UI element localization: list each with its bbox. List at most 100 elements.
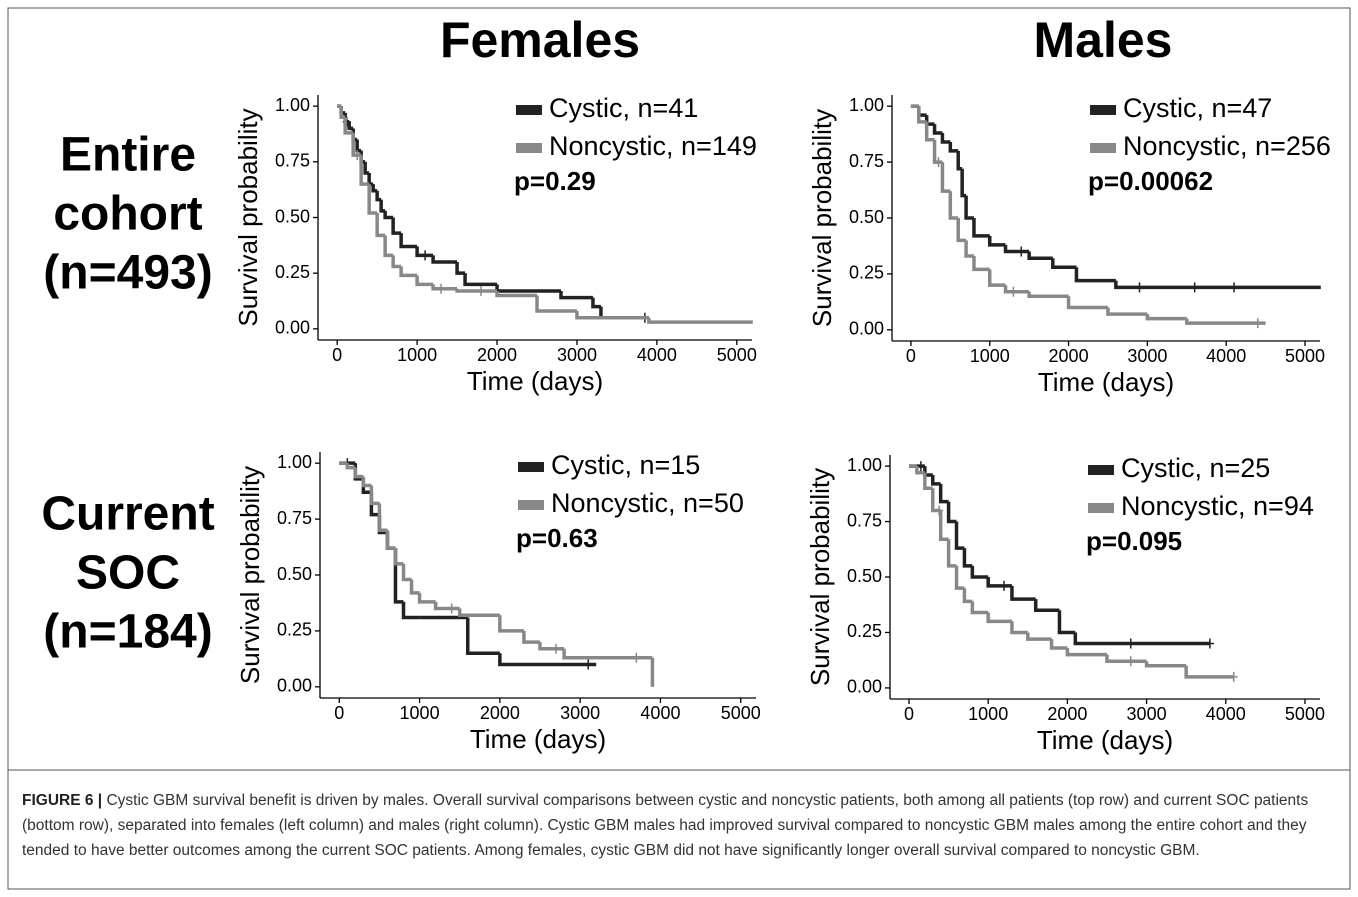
survival-step [495,291,537,298]
survival-step [391,255,402,269]
survival-step [347,121,354,131]
censor-mark [1126,656,1135,667]
survival-step [369,485,380,506]
survival-step [415,275,434,287]
survival-step [367,172,374,186]
y-tick-label: 0.00 [275,318,310,338]
y-tick-label: 0.25 [847,621,882,641]
survival-step [431,284,458,291]
survival-step [393,548,404,604]
survival-step [375,190,382,202]
survival-step [409,579,420,595]
censor-mark [421,250,430,261]
y-tick-label: 0.75 [847,510,882,530]
y-tick-label: 0.75 [277,508,312,528]
survival-step [383,210,394,220]
survival-step [1027,291,1069,299]
survival-step [932,124,943,135]
survival-step [465,617,500,656]
legend-label: Cystic, n=25 [1121,453,1270,483]
survival-step [948,191,959,220]
x-axis-label: Time (days) [467,366,603,396]
x-tick-label: 0 [334,703,344,723]
survival-step [1033,599,1060,613]
y-axis-label: Survival probability [233,108,263,326]
survival-step [964,195,974,220]
survival-step [923,472,933,491]
frame [7,7,1351,890]
x-tick-label: 2000 [1047,704,1087,724]
survival-step [1010,585,1036,601]
x-tick-label: 3000 [1127,346,1167,366]
legend-label: Noncystic, n=50 [551,488,744,518]
survival-step [1105,654,1147,664]
survival-step [1184,665,1234,679]
y-axis-label: Survival probability [235,466,265,684]
x-tick-label: 1000 [397,345,437,365]
p-value: p=0.29 [514,166,596,196]
survival-step [498,615,524,633]
x-tick-label: 0 [332,345,342,365]
censor-mark [1000,580,1009,591]
survival-step [361,476,372,488]
censor-mark [1135,282,1144,293]
x-tick-label: 4000 [640,703,680,723]
survival-step [960,168,967,198]
legend-swatch [1090,143,1116,153]
survival-step [498,653,597,667]
legend-label: Cystic, n=47 [1123,93,1272,123]
censor-mark [353,150,362,161]
survival-step [962,588,973,604]
survival-step [399,266,418,278]
survival-step [355,139,362,153]
survival-step [924,121,935,142]
survival-step [956,218,967,243]
survival-step [353,467,364,479]
survival-step [940,162,951,193]
censor-mark [934,157,943,168]
y-tick-label: 0.50 [275,206,310,226]
survival-step [931,474,941,486]
legend-label: Cystic, n=41 [549,93,698,123]
survival-step [1026,632,1052,641]
y-tick-label: 0.00 [277,676,312,696]
x-tick-label: 0 [906,346,916,366]
censor-mark [1253,318,1262,329]
p-value: p=0.00062 [1088,166,1213,196]
row-title: Entire [60,129,196,182]
x-tick-label: 1000 [400,703,440,723]
survival-step [986,577,1012,588]
survival-step [401,601,420,620]
p-value: p=0.63 [516,523,598,553]
survival-step [954,521,965,550]
x-axis-label: Time (days) [470,724,606,754]
y-tick-label: 0.75 [849,151,884,171]
y-tick-label: 1.00 [275,95,310,115]
survival-step [522,630,541,644]
legend-swatch [516,143,542,153]
x-tick-label: 1000 [968,704,1008,724]
survival-step [385,530,396,550]
survival-step [948,141,959,153]
survival-step [987,269,1006,287]
y-tick-label: 0.50 [277,564,312,584]
survival-step [954,565,965,590]
x-tick-label: 4000 [1206,346,1246,366]
survival-step [647,317,753,324]
survival-step [970,601,989,615]
survival-step [433,601,460,611]
column-title: Males [1034,12,1173,68]
y-tick-label: 0.50 [847,566,882,586]
survival-step [575,311,649,320]
legend-label: Cystic, n=15 [551,450,700,480]
y-tick-label: 1.00 [849,95,884,115]
censor-mark [584,659,593,670]
survival-step [538,642,565,651]
survival-step [1145,314,1187,321]
censor-mark [935,505,944,516]
caption-label: FIGURE 6 | [22,792,103,809]
x-tick-label: 1000 [970,346,1010,366]
y-tick-label: 0.50 [849,207,884,227]
survival-step [946,539,957,568]
